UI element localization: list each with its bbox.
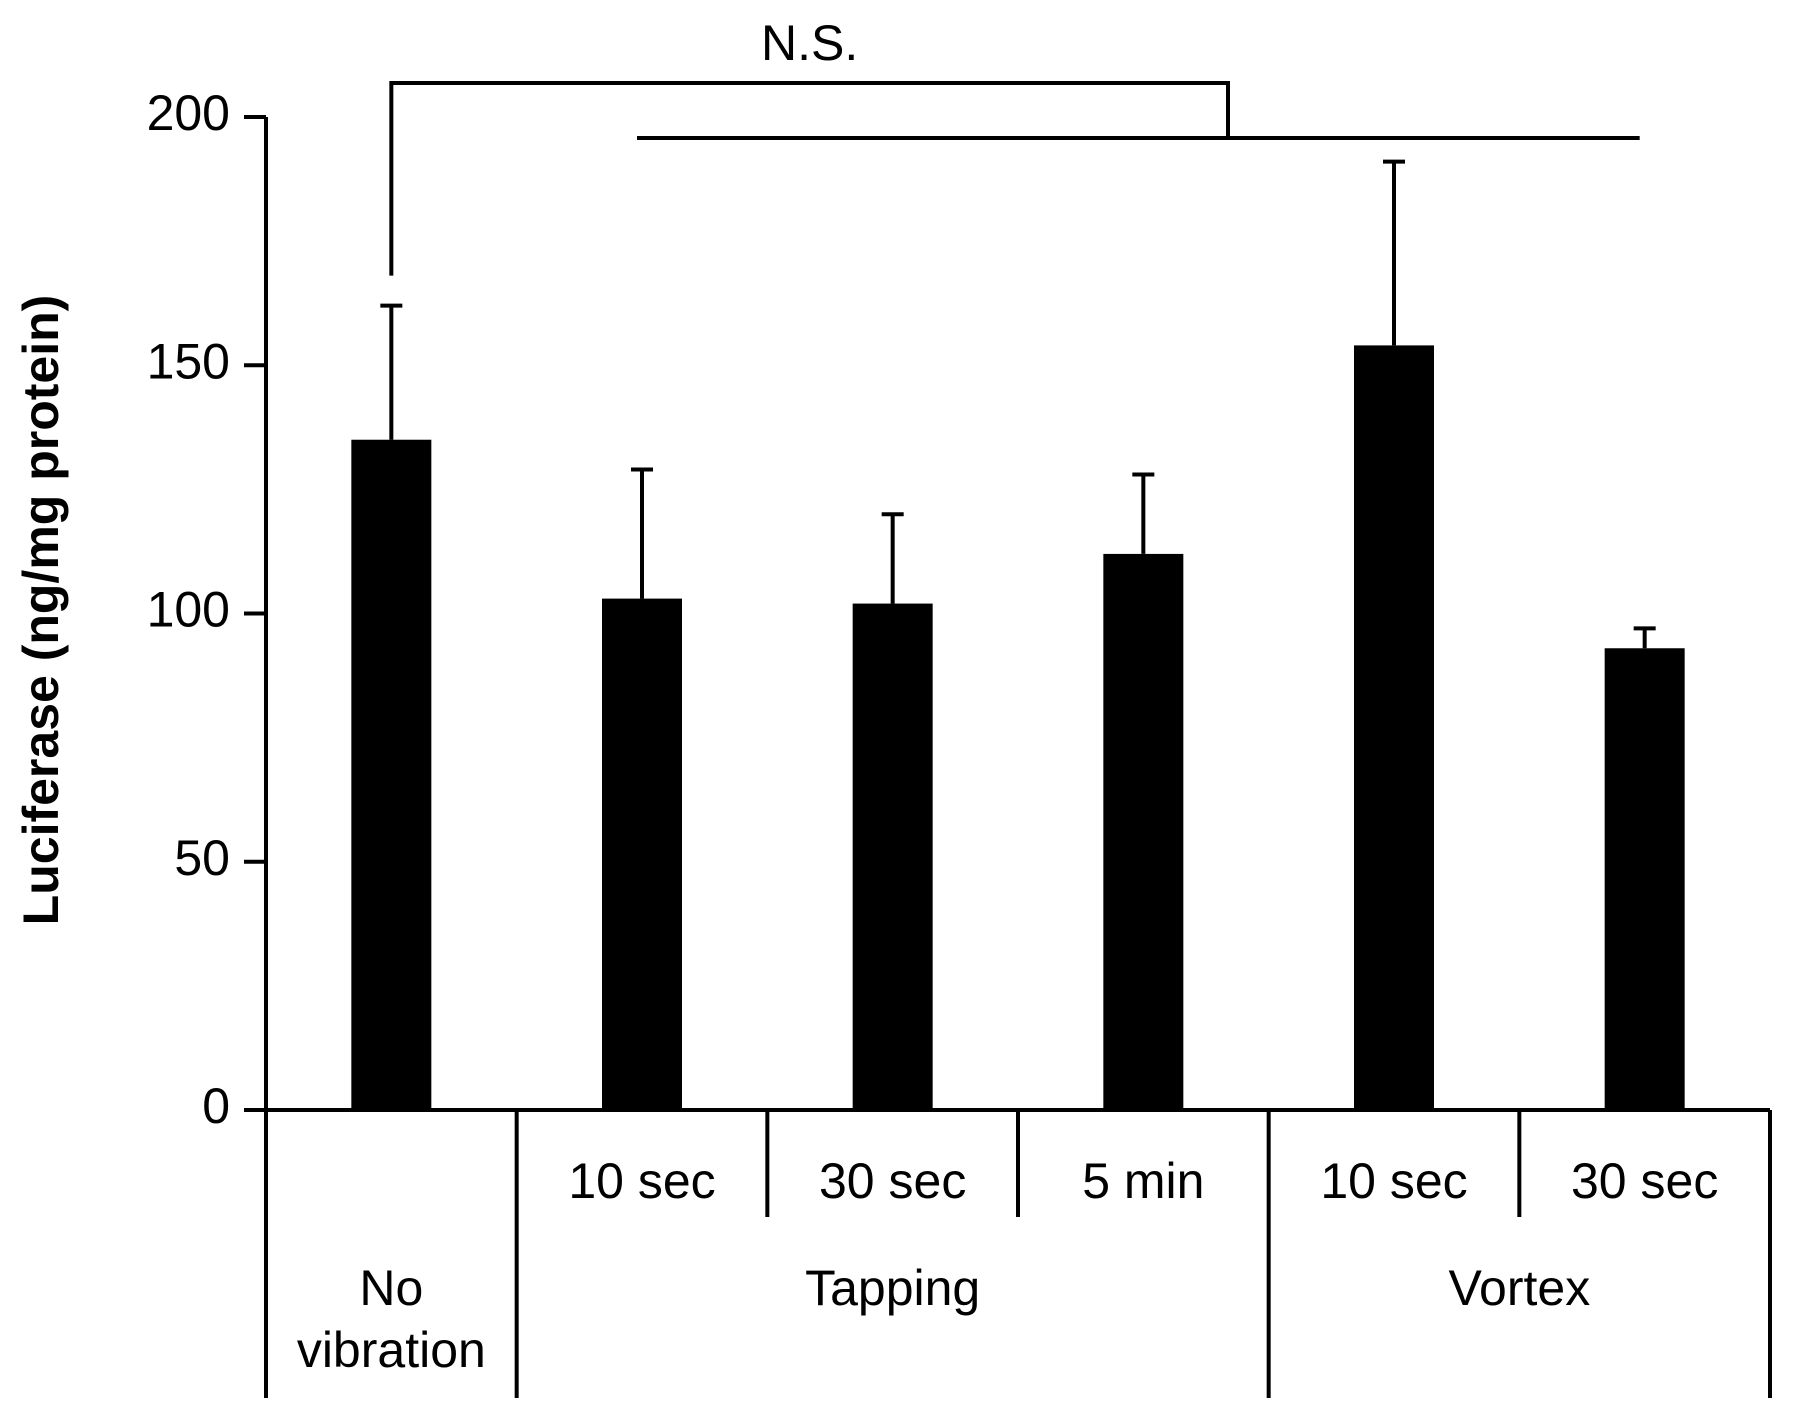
significance-label: N.S. [761,15,858,71]
category-label: 5 min [1082,1153,1204,1209]
group-label: Vortex [1448,1260,1590,1316]
y-tick-label: 50 [174,830,230,886]
group-label-line: No [359,1260,423,1316]
bar [1103,553,1184,1110]
group-label-line: vibration [297,1322,486,1378]
bar [1354,345,1434,1110]
y-axis: 0 50 100 150 200 [147,85,268,1134]
bars [351,345,1685,1111]
bar [351,439,432,1111]
bar [1604,648,1685,1110]
y-tick-label: 150 [147,333,230,389]
y-tick-label: 0 [202,1078,230,1134]
group-label: No vibration [297,1260,486,1378]
y-axis-label: Luciferase (ng/mg protein) [13,295,69,926]
error-bars [380,159,1656,649]
category-label: 10 sec [568,1153,715,1209]
y-tick-label: 200 [147,85,230,141]
bar [852,603,933,1110]
significance-bracket-arm [389,81,1230,276]
bar [602,598,682,1110]
category-label: 30 sec [1571,1153,1718,1209]
group-label: Tapping [805,1260,980,1316]
category-label: 10 sec [1320,1153,1467,1209]
x-axis: 10 sec 30 sec 5 min 10 sec 30 sec No vibration… [264,1108,1772,1398]
category-label: 30 sec [819,1153,966,1209]
significance-bracket: N.S. [389,15,1640,276]
y-tick-label: 100 [147,582,230,638]
